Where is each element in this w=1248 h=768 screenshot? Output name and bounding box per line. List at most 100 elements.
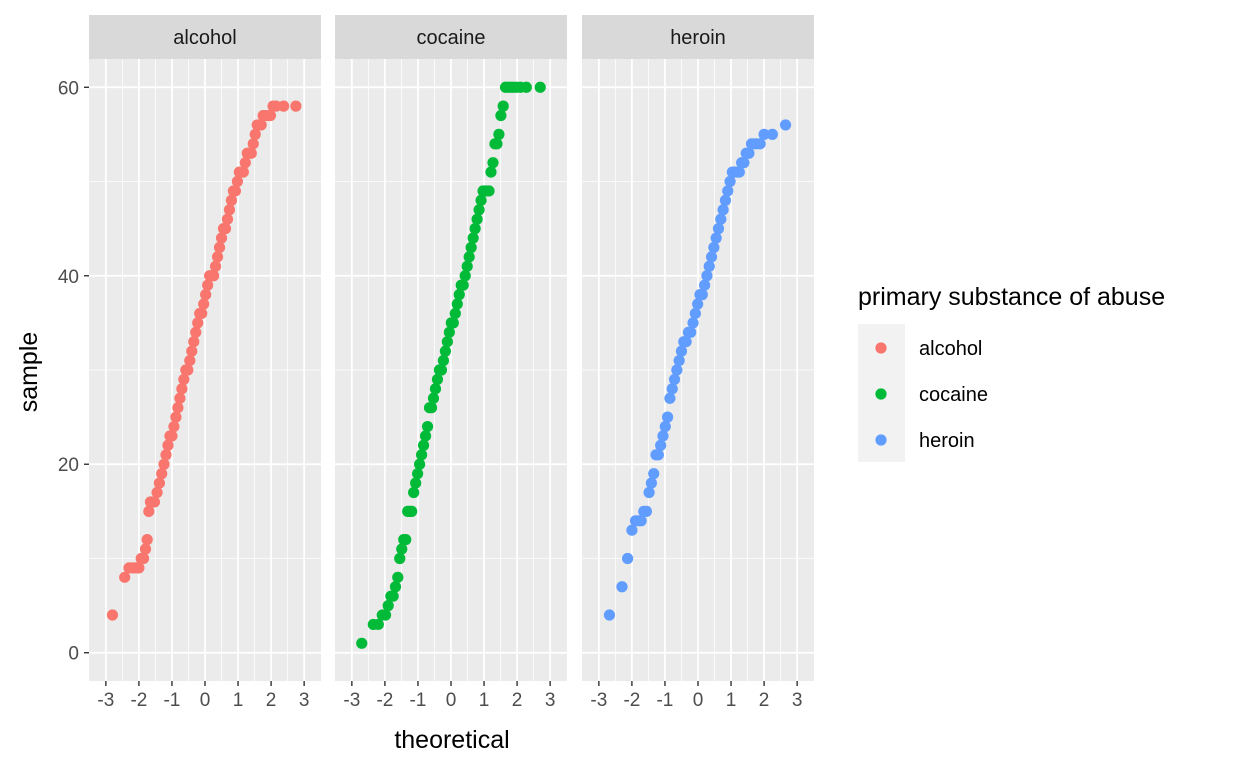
- point-cocaine: [427, 392, 440, 404]
- point-cocaine: [379, 609, 392, 621]
- point-heroin: [603, 609, 616, 621]
- facet-panels: alcohol cocaine heroin: [89, 15, 814, 681]
- point-heroin: [758, 128, 770, 140]
- point-alcohol: [162, 439, 174, 451]
- point-heroin: [616, 581, 628, 593]
- point-heroin: [715, 213, 727, 225]
- x-axis-title: theoretical: [394, 726, 509, 754]
- strip-heroin: [582, 15, 814, 59]
- point-alcohol: [148, 496, 161, 508]
- x-tick-label: -3: [590, 690, 607, 711]
- point-cocaine: [465, 241, 477, 254]
- y-axis-title: sample: [15, 332, 43, 413]
- point-alcohol: [196, 307, 208, 320]
- x-tick-label: -3: [97, 690, 114, 711]
- point-cocaine: [534, 81, 546, 93]
- point-heroin: [664, 392, 676, 404]
- point-alcohol: [160, 449, 172, 461]
- point-heroin: [659, 420, 671, 433]
- legend-items: alcohol cocaine heroin: [875, 338, 988, 452]
- point-cocaine: [520, 81, 532, 93]
- point-heroin: [699, 279, 711, 291]
- point-cocaine: [457, 279, 469, 291]
- point-alcohol: [178, 373, 190, 386]
- x-tick-label: 3: [299, 690, 310, 711]
- point-alcohol: [106, 609, 119, 621]
- x-tick-label: 2: [512, 690, 523, 711]
- y-tick-label: 20: [58, 455, 79, 476]
- point-heroin: [655, 439, 667, 451]
- point-heroin: [671, 364, 683, 376]
- point-alcohol: [139, 543, 152, 555]
- point-cocaine: [425, 402, 438, 414]
- panel-cocaine: cocaine: [335, 15, 567, 681]
- point-heroin: [648, 468, 660, 480]
- point-alcohol: [215, 232, 228, 244]
- point-heroin: [703, 260, 715, 272]
- x-tick-label: -1: [656, 690, 673, 711]
- point-heroin: [657, 430, 669, 442]
- legend-key-alcohol: [875, 342, 887, 354]
- point-cocaine: [493, 128, 505, 140]
- point-heroin: [668, 373, 681, 386]
- point-cocaine: [463, 251, 475, 263]
- point-cocaine: [372, 618, 384, 631]
- point-alcohol: [156, 468, 168, 480]
- point-cocaine: [497, 100, 509, 112]
- x-axis-cocaine: -3 -2 -1 0 1 2 3: [343, 681, 555, 711]
- x-tick-label: 1: [726, 690, 737, 711]
- point-alcohol: [247, 138, 259, 150]
- point-alcohol: [213, 241, 226, 254]
- point-heroin: [696, 289, 708, 301]
- point-alcohol: [170, 411, 182, 423]
- point-alcohol: [174, 392, 186, 404]
- point-alcohol: [202, 279, 214, 291]
- point-alcohol: [188, 336, 200, 348]
- point-cocaine: [467, 232, 479, 244]
- point-alcohol: [239, 157, 251, 169]
- point-alcohol: [182, 364, 194, 376]
- point-alcohol: [198, 298, 210, 310]
- point-alcohol: [255, 119, 267, 131]
- point-heroin: [733, 166, 745, 178]
- point-alcohol: [211, 251, 224, 263]
- point-cocaine: [473, 204, 485, 216]
- strip-label-cocaine: cocaine: [417, 27, 486, 49]
- point-cocaine: [396, 543, 408, 555]
- legend-label-alcohol: alcohol: [919, 338, 982, 360]
- point-alcohol: [231, 175, 243, 188]
- point-alcohol: [141, 534, 153, 546]
- point-heroin: [622, 552, 634, 565]
- point-heroin: [675, 345, 688, 357]
- x-axis-alcohol: -3 -2 -1 0 1 2 3: [97, 681, 309, 711]
- point-heroin: [635, 515, 647, 527]
- x-tick-label: 3: [792, 690, 803, 711]
- point-cocaine: [417, 439, 430, 451]
- point-heroin: [680, 336, 692, 348]
- point-alcohol: [186, 345, 198, 357]
- x-tick-label: 0: [200, 690, 211, 711]
- point-cocaine: [459, 270, 471, 282]
- point-alcohol: [133, 562, 145, 574]
- point-heroin: [719, 194, 732, 206]
- point-alcohol: [172, 402, 184, 414]
- point-cocaine: [382, 600, 394, 612]
- point-heroin: [738, 157, 750, 169]
- legend: primary substance of abuse alcohol cocain…: [858, 283, 1165, 462]
- point-cocaine: [475, 194, 487, 206]
- point-heroin: [673, 354, 685, 367]
- point-heroin: [754, 138, 766, 150]
- point-cocaine: [394, 552, 406, 565]
- point-alcohol: [229, 185, 242, 197]
- point-heroin: [724, 175, 736, 188]
- point-cocaine: [435, 364, 448, 376]
- point-heroin: [722, 185, 734, 197]
- x-tick-label: -1: [409, 690, 426, 711]
- point-cocaine: [431, 373, 444, 386]
- strip-label-heroin: heroin: [670, 27, 726, 49]
- point-heroin: [710, 232, 722, 244]
- point-cocaine: [443, 326, 455, 338]
- point-alcohol: [237, 166, 249, 178]
- point-alcohol: [278, 100, 290, 112]
- point-cocaine: [389, 581, 402, 593]
